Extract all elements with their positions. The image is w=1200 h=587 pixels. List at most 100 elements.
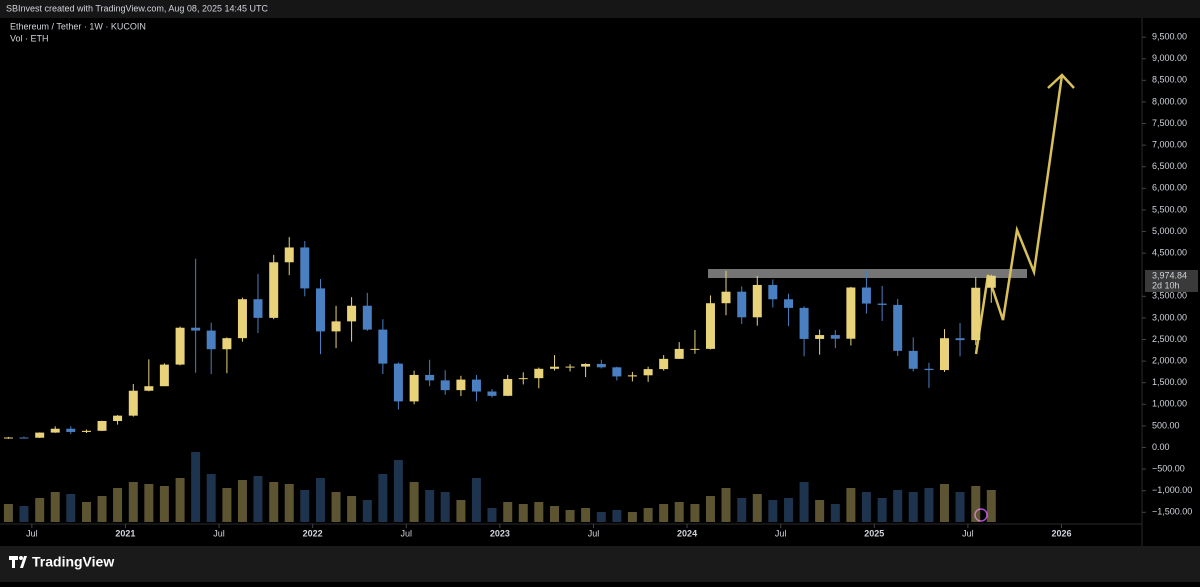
candle-body <box>565 366 575 368</box>
candle-body <box>237 299 247 339</box>
volume-bar <box>253 476 263 522</box>
candle-body <box>97 421 107 431</box>
volume-bar <box>159 486 169 522</box>
candle-body <box>612 367 622 377</box>
volume-bar <box>362 500 372 522</box>
volume-bar <box>596 512 606 522</box>
volume-bar <box>627 512 637 522</box>
candle-body <box>721 291 731 304</box>
top-bar <box>0 0 1200 18</box>
volume-bar <box>191 452 201 522</box>
volume-bar <box>581 508 591 522</box>
volume-bar <box>237 480 247 522</box>
volume-bar <box>893 490 903 522</box>
candle-body <box>19 437 29 439</box>
candle-body <box>35 432 45 438</box>
candle-body <box>737 291 747 318</box>
volume-bar <box>939 484 949 522</box>
volume-bar <box>768 500 778 522</box>
countdown-label: 2d 10h <box>1152 280 1180 290</box>
candle-body <box>269 262 279 318</box>
volume-bar <box>378 474 388 522</box>
volume-bar <box>955 492 965 522</box>
candle-body <box>253 299 263 318</box>
volume-bar <box>674 502 684 522</box>
y-tick-label: 5,500.00 <box>1152 204 1187 214</box>
volume-bar <box>19 506 29 522</box>
projection-arrow <box>974 74 1064 355</box>
volume-bar <box>550 506 560 522</box>
candle-body <box>50 428 60 433</box>
x-tick-label: Jul <box>962 528 974 538</box>
candle-body <box>690 348 700 350</box>
x-tick-label: 2021 <box>115 528 135 538</box>
candle-body <box>503 379 513 396</box>
candle-body <box>128 390 138 416</box>
volume-bar <box>113 488 123 522</box>
candle-body <box>331 321 341 332</box>
volume-bar <box>534 502 544 522</box>
plot-area <box>3 237 996 522</box>
resistance-zone <box>708 269 1027 278</box>
y-tick-label: 8,000.00 <box>1152 96 1187 106</box>
volume-bar <box>908 492 918 522</box>
y-tick-label: −500.00 <box>1152 463 1185 473</box>
candle-body <box>815 335 825 339</box>
price-label-box <box>1145 270 1198 292</box>
y-tick-label: 0.00 <box>1152 442 1170 452</box>
candle-body <box>908 350 918 369</box>
y-tick-label: −1,500.00 <box>1152 507 1192 517</box>
x-tick-label: Jul <box>588 528 600 538</box>
volume-bar <box>737 498 747 522</box>
candle-body <box>425 374 435 381</box>
x-tick-label: 2022 <box>303 528 323 538</box>
candle-body <box>347 305 357 322</box>
y-tick-label: 7,000.00 <box>1152 140 1187 150</box>
volume-bar <box>175 478 185 522</box>
candle-body <box>487 391 497 396</box>
y-tick-label: 1,500.00 <box>1152 377 1187 387</box>
volume-bar <box>144 484 154 522</box>
volume-bar <box>721 488 731 522</box>
candle-body <box>846 287 856 339</box>
y-tick-label: 4,500.00 <box>1152 247 1187 257</box>
candle-body <box>456 379 466 391</box>
volume-bar <box>643 508 653 522</box>
candle-body <box>752 284 762 318</box>
y-tick-label: 1,000.00 <box>1152 399 1187 409</box>
candle-body <box>986 275 996 288</box>
candle-body <box>861 287 871 304</box>
chart-subtitle: Vol · ETH <box>10 33 49 43</box>
candle-body <box>596 363 606 368</box>
candle-body <box>581 363 591 367</box>
candle-body <box>3 437 13 439</box>
y-tick-label: 2,000.00 <box>1152 355 1187 365</box>
x-tick-label: Jul <box>775 528 787 538</box>
y-tick-label: 6,500.00 <box>1152 161 1187 171</box>
volume-bar <box>316 478 326 522</box>
candle-body <box>159 364 169 387</box>
y-tick-label: 6,000.00 <box>1152 183 1187 193</box>
candle-body <box>66 428 76 432</box>
candle-body <box>893 304 903 351</box>
y-tick-label: 9,500.00 <box>1152 32 1187 42</box>
volume-bar <box>300 490 310 522</box>
volume-bar <box>705 496 715 522</box>
candle-body <box>955 338 965 341</box>
last-price-label: 3,974.84 <box>1152 270 1187 280</box>
candle-body <box>440 380 450 391</box>
brand: TradingView <box>32 554 114 570</box>
volume-bar <box>456 500 466 522</box>
candle-body <box>316 288 326 332</box>
candle-body <box>674 348 684 359</box>
volume-bar <box>206 474 216 522</box>
volume-bar <box>222 488 232 522</box>
x-tick-label: 2026 <box>1051 528 1071 538</box>
candle-body <box>409 374 419 402</box>
volume-bar <box>66 494 76 522</box>
y-tick-label: 2,500.00 <box>1152 334 1187 344</box>
candle-body <box>550 366 560 369</box>
candle-body <box>206 330 216 350</box>
volume-bar <box>3 504 13 522</box>
x-tick-label: 2023 <box>490 528 510 538</box>
